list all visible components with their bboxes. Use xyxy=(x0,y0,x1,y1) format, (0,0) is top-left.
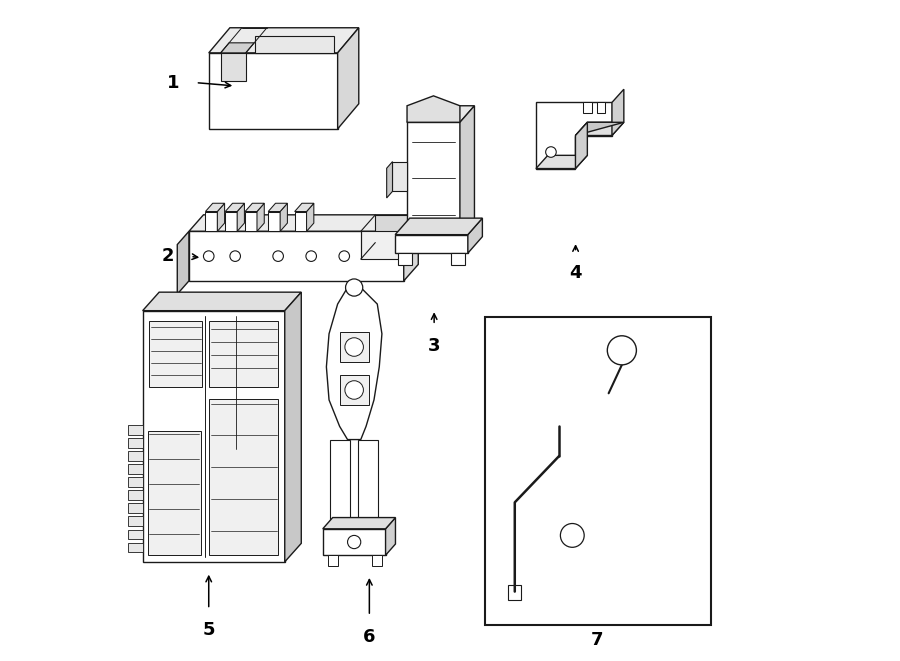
Text: 6: 6 xyxy=(363,628,375,646)
Polygon shape xyxy=(597,102,606,113)
Circle shape xyxy=(345,381,364,399)
Polygon shape xyxy=(268,204,287,212)
Polygon shape xyxy=(210,321,278,387)
Polygon shape xyxy=(148,431,201,555)
Polygon shape xyxy=(339,375,369,405)
Polygon shape xyxy=(177,231,189,294)
Polygon shape xyxy=(128,543,142,553)
Polygon shape xyxy=(460,106,474,235)
Circle shape xyxy=(347,535,361,549)
Polygon shape xyxy=(385,518,395,555)
Polygon shape xyxy=(323,518,395,529)
Polygon shape xyxy=(205,204,225,212)
Polygon shape xyxy=(358,440,378,525)
Polygon shape xyxy=(189,215,418,231)
Polygon shape xyxy=(407,122,460,235)
Polygon shape xyxy=(128,490,142,500)
Polygon shape xyxy=(128,516,142,526)
Polygon shape xyxy=(128,477,142,487)
Text: 5: 5 xyxy=(202,621,215,639)
Polygon shape xyxy=(255,36,334,53)
Polygon shape xyxy=(225,204,245,212)
Polygon shape xyxy=(536,155,588,169)
Polygon shape xyxy=(575,122,624,136)
Text: 4: 4 xyxy=(570,264,581,282)
Polygon shape xyxy=(225,212,238,231)
Polygon shape xyxy=(284,292,302,562)
Polygon shape xyxy=(508,585,521,600)
Polygon shape xyxy=(361,231,404,259)
Circle shape xyxy=(545,147,556,157)
Polygon shape xyxy=(407,106,474,122)
Polygon shape xyxy=(387,162,392,198)
Circle shape xyxy=(561,524,584,547)
Polygon shape xyxy=(468,218,482,253)
Polygon shape xyxy=(142,292,302,311)
Polygon shape xyxy=(209,53,338,129)
Polygon shape xyxy=(612,89,624,136)
Text: 7: 7 xyxy=(591,631,604,649)
Polygon shape xyxy=(307,203,314,231)
Text: 2: 2 xyxy=(161,247,174,266)
Polygon shape xyxy=(338,28,359,129)
Circle shape xyxy=(306,251,317,261)
Circle shape xyxy=(346,279,363,296)
Text: 3: 3 xyxy=(428,337,440,355)
Polygon shape xyxy=(268,212,280,231)
Polygon shape xyxy=(339,332,369,362)
Circle shape xyxy=(273,251,284,261)
Polygon shape xyxy=(407,96,460,122)
Polygon shape xyxy=(238,203,245,231)
Polygon shape xyxy=(128,464,142,474)
Polygon shape xyxy=(280,203,287,231)
Polygon shape xyxy=(536,102,612,169)
Polygon shape xyxy=(583,102,591,113)
Polygon shape xyxy=(128,504,142,513)
Bar xyxy=(485,317,711,625)
Circle shape xyxy=(339,251,349,261)
Polygon shape xyxy=(328,555,338,566)
Polygon shape xyxy=(257,203,265,231)
Polygon shape xyxy=(323,529,385,555)
Polygon shape xyxy=(392,162,407,192)
Polygon shape xyxy=(395,235,468,253)
Polygon shape xyxy=(294,212,307,231)
Polygon shape xyxy=(575,122,624,136)
Polygon shape xyxy=(210,399,278,555)
Circle shape xyxy=(203,251,214,261)
Polygon shape xyxy=(330,440,350,525)
Polygon shape xyxy=(142,311,284,562)
Polygon shape xyxy=(294,204,314,212)
Polygon shape xyxy=(128,425,142,435)
Polygon shape xyxy=(245,212,257,231)
Polygon shape xyxy=(128,438,142,448)
Polygon shape xyxy=(375,215,419,243)
Polygon shape xyxy=(209,28,359,53)
Polygon shape xyxy=(575,122,588,169)
Polygon shape xyxy=(404,215,419,281)
Polygon shape xyxy=(245,204,265,212)
Polygon shape xyxy=(373,555,382,566)
Circle shape xyxy=(230,251,240,261)
Polygon shape xyxy=(327,288,382,440)
Polygon shape xyxy=(451,253,464,265)
Polygon shape xyxy=(128,451,142,461)
Polygon shape xyxy=(149,321,202,387)
Polygon shape xyxy=(217,203,225,231)
Polygon shape xyxy=(205,212,217,231)
Text: 1: 1 xyxy=(166,73,179,92)
Circle shape xyxy=(608,336,636,365)
Polygon shape xyxy=(399,253,411,265)
Polygon shape xyxy=(220,43,254,53)
Polygon shape xyxy=(395,218,482,235)
Polygon shape xyxy=(128,529,142,539)
Polygon shape xyxy=(189,231,404,281)
Circle shape xyxy=(345,338,364,356)
Polygon shape xyxy=(220,53,246,81)
